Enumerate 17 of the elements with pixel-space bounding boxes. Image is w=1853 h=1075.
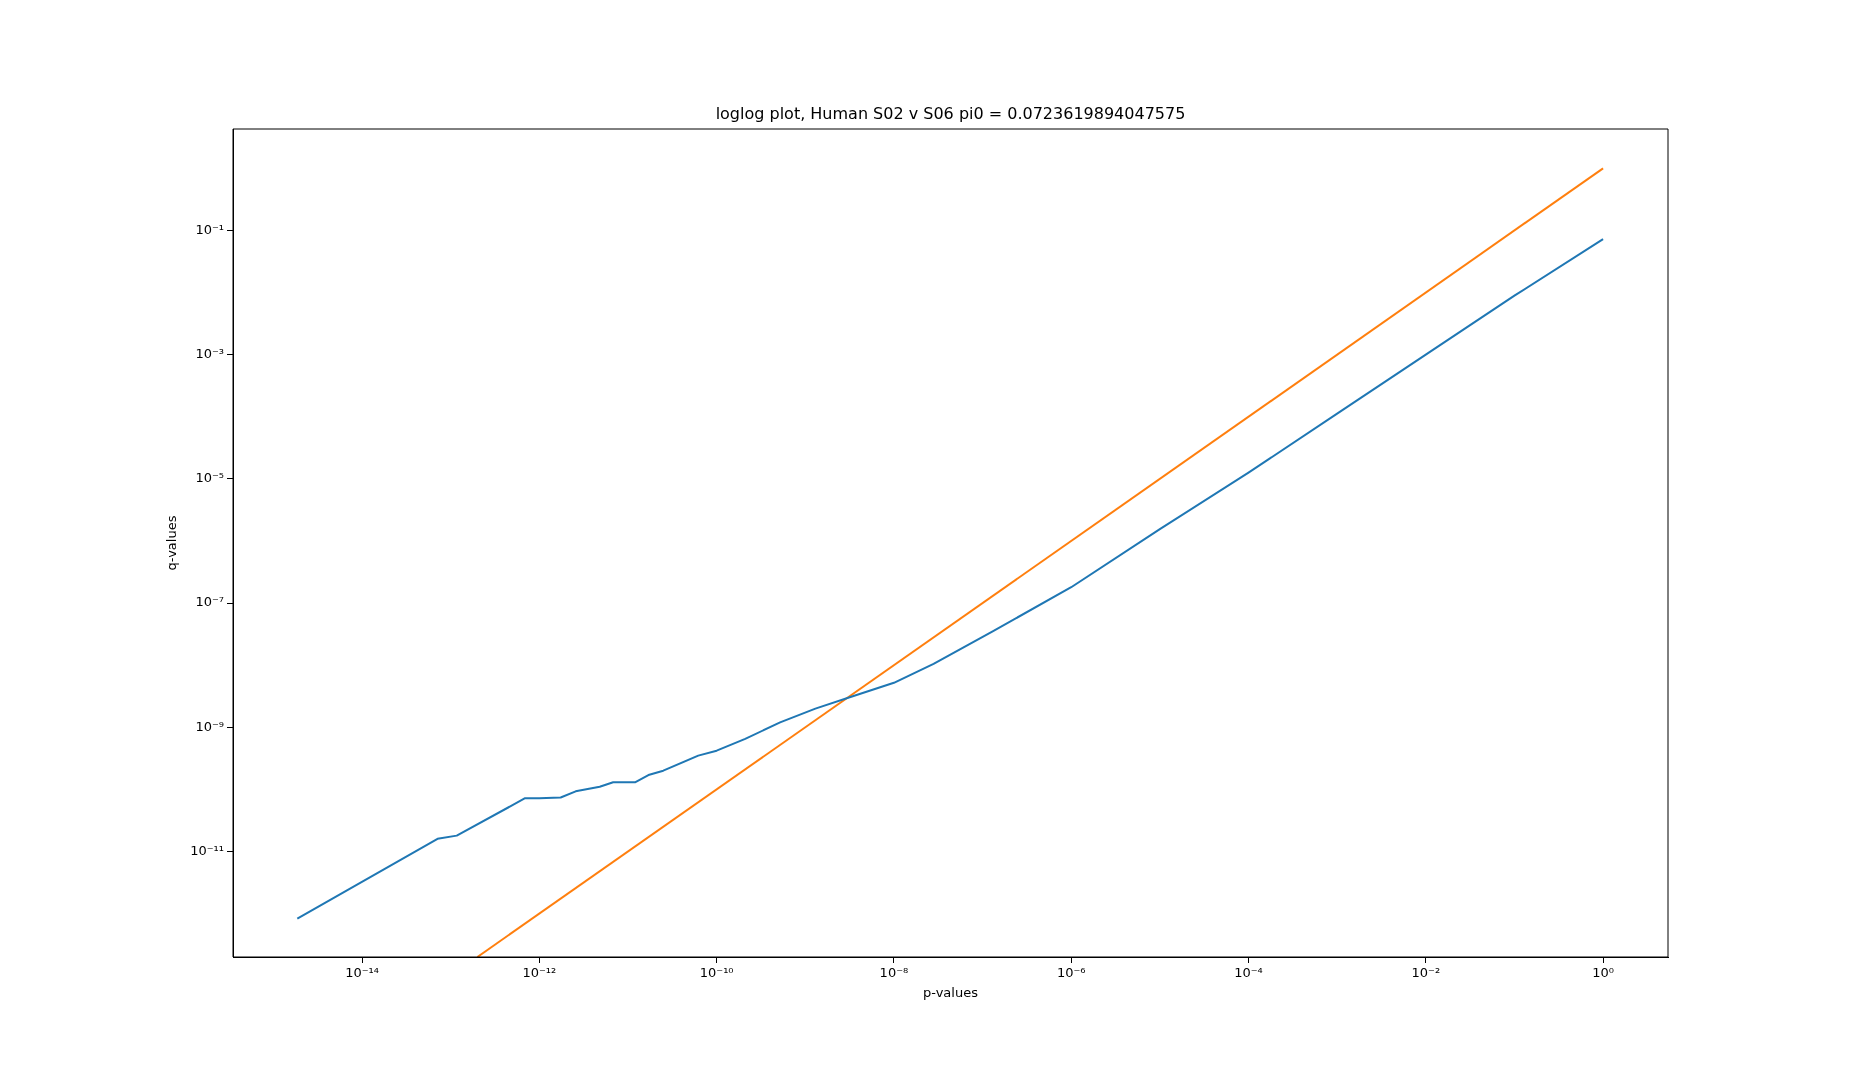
y-tick-label: 10⁻³ [195,346,224,362]
x-tick-label: 10⁻² [1411,965,1441,981]
y-tick-label: 10⁻⁷ [195,594,224,610]
y-tick-label: 10⁻⁵ [195,470,224,486]
x-tick-label: 10⁻⁶ [1056,965,1086,981]
y-tick-label: 10⁻¹¹ [190,842,224,858]
x-tick-label: 10⁻¹² [522,965,557,981]
y-tick-label: 10⁻¹ [195,221,224,237]
x-axis-title: p-values [923,984,979,1000]
x-tick-label: 10⁰ [1592,965,1614,981]
chart-title: loglog plot, Human S02 v S06 pi0 = 0.0723619894047575 [714,104,1187,123]
y-tick-label: 10⁻⁹ [195,718,224,734]
x-tick-label: 10⁻⁴ [1234,965,1263,981]
x-tick-label: 10⁻⁸ [879,965,909,981]
y-axis-title: q-values [164,515,180,571]
x-tick-label: 10⁻¹⁰ [699,965,734,981]
x-tick-label: 10⁻¹⁴ [345,965,379,981]
